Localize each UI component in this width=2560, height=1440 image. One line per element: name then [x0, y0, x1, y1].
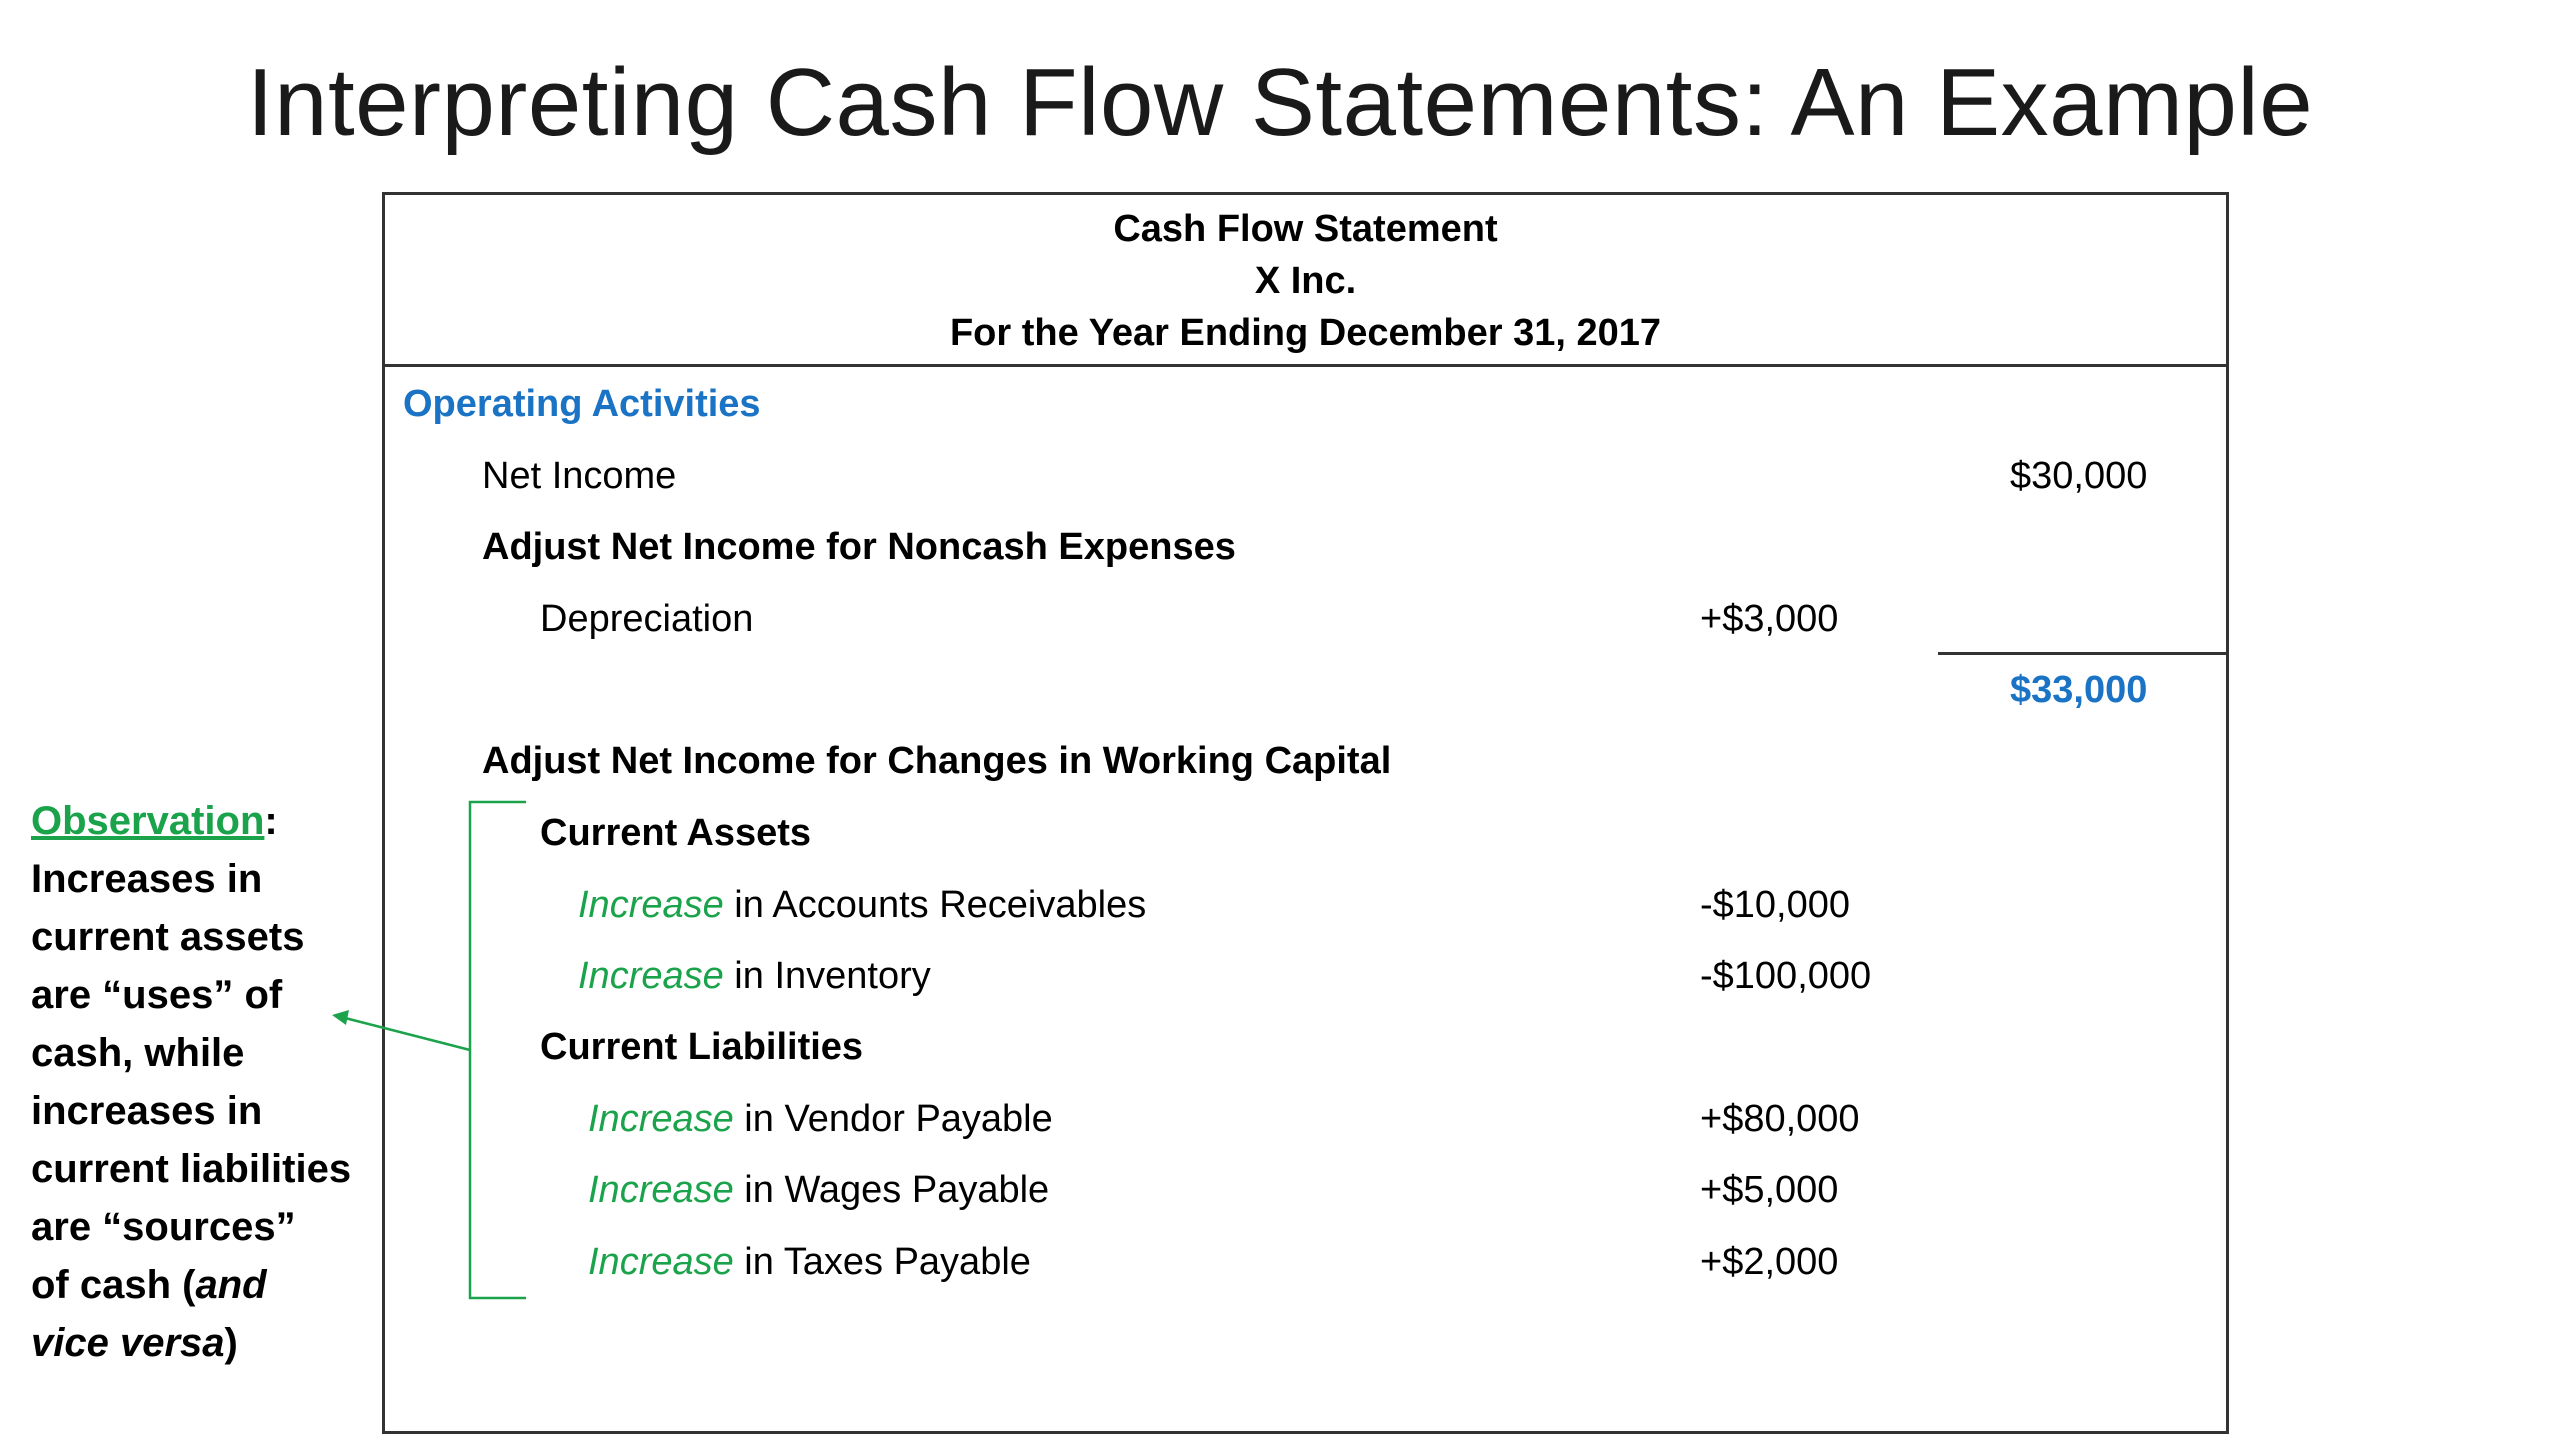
current-assets-heading: Current Assets — [540, 812, 812, 854]
increase-label: Increase — [588, 1241, 734, 1283]
cash-flow-statement-box — [382, 192, 2229, 1434]
observation-line: are “sources” — [31, 1205, 296, 1249]
observation-line: cash, while — [31, 1031, 245, 1075]
slide-title: Interpreting Cash Flow Statements: An Ex… — [246, 49, 2314, 156]
increase-label: Increase — [578, 955, 724, 997]
line-item-label: in Vendor Payable — [733, 1098, 1053, 1140]
list-item: Increase in Accounts Receivables — [578, 884, 1146, 927]
current-liabilities-heading: Current Liabilities — [540, 1026, 864, 1068]
observation-line: current liabilities — [31, 1147, 352, 1191]
observation-label: Observation — [31, 799, 265, 843]
taxes-payable-amount: +$2,000 — [1700, 1241, 1839, 1283]
line-item-label: in Accounts Receivables — [723, 884, 1147, 926]
statement-title: Cash Flow Statement — [1113, 208, 1498, 250]
line-item-label: in Wages Payable — [733, 1169, 1050, 1211]
noncash-heading: Adjust Net Income for Noncash Expenses — [482, 526, 1236, 568]
increase-label: Increase — [578, 884, 724, 926]
list-item: Increase in Inventory — [578, 955, 931, 998]
noncash-subtotal: $33,000 — [2010, 669, 2148, 711]
net-income-label: Net Income — [482, 455, 677, 497]
observation-line: vice versa) — [31, 1314, 381, 1372]
depreciation-label: Depreciation — [540, 598, 754, 640]
working-capital-bracket — [468, 800, 526, 1300]
line-item-label: in Inventory — [723, 955, 931, 997]
observation-text: of cash ( — [31, 1263, 196, 1307]
working-capital-heading: Adjust Net Income for Changes in Working… — [482, 740, 1392, 782]
observation-line: current assets — [31, 915, 305, 959]
wages-payable-amount: +$5,000 — [1700, 1169, 1839, 1211]
observation-line: of cash (and — [31, 1256, 381, 1314]
net-income-amount: $30,000 — [2010, 455, 2148, 497]
observation-line: increases in — [31, 1089, 263, 1133]
header-divider — [382, 364, 2229, 367]
statement-period: For the Year Ending December 31, 2017 — [949, 312, 1662, 354]
section-operating-activities: Operating Activities — [403, 383, 761, 425]
subtotal-rule — [1938, 652, 2229, 655]
inventory-amount: -$100,000 — [1700, 955, 1872, 997]
accounts-receivable-amount: -$10,000 — [1700, 884, 1851, 926]
vendor-payable-amount: +$80,000 — [1700, 1098, 1860, 1140]
observation-line: are “uses” of — [31, 973, 283, 1017]
list-item: Increase in Vendor Payable — [588, 1098, 1053, 1141]
observation-note: Observation: Increases in current assets… — [31, 792, 381, 1372]
depreciation-amount: +$3,000 — [1700, 598, 1839, 640]
increase-label: Increase — [588, 1098, 734, 1140]
company-name: X Inc. — [1254, 260, 1357, 302]
list-item: Increase in Taxes Payable — [588, 1241, 1031, 1284]
observation-line: Increases in — [31, 857, 263, 901]
arrow-head-icon — [332, 1010, 349, 1025]
increase-label: Increase — [588, 1169, 734, 1211]
observation-text: ) — [224, 1321, 238, 1365]
observation-colon: : — [264, 799, 278, 843]
arrow-line — [344, 1016, 471, 1052]
observation-italic: vice versa — [31, 1321, 225, 1365]
observation-italic: and — [195, 1263, 267, 1307]
line-item-label: in Taxes Payable — [733, 1241, 1031, 1283]
list-item: Increase in Wages Payable — [588, 1169, 1049, 1212]
